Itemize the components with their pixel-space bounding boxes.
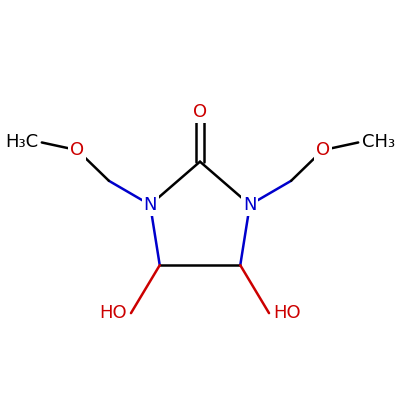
Text: HO: HO: [100, 304, 127, 322]
Text: O: O: [316, 141, 330, 159]
Text: O: O: [193, 103, 207, 121]
Text: H₃C: H₃C: [5, 134, 38, 152]
Text: HO: HO: [273, 304, 300, 322]
Text: O: O: [70, 141, 84, 159]
Text: N: N: [143, 196, 157, 214]
Text: CH₃: CH₃: [362, 134, 395, 152]
Text: N: N: [243, 196, 257, 214]
